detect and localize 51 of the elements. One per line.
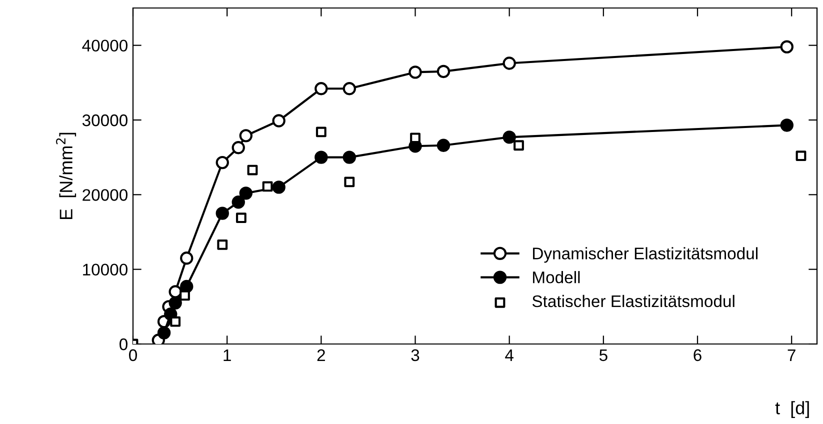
point: [180, 252, 194, 265]
point: [316, 126, 326, 138]
y-tick-label: 20000: [82, 189, 128, 201]
x-tick-label: 2: [317, 349, 325, 361]
x-tick-label: 3: [411, 349, 420, 362]
y-tick-label: 30000: [82, 114, 128, 126]
point: [232, 196, 245, 209]
point: [314, 150, 328, 164]
legend-label: Dynamischer Elastizitätsmodul: [533, 247, 758, 263]
point: [780, 40, 794, 54]
y-tick-label: 40000: [82, 40, 128, 52]
y-tick-label: 10000: [83, 264, 128, 276]
legend-label: Modell: [533, 271, 580, 284]
legend-label: Statischer Elastizitätsmodul: [532, 294, 734, 308]
point: [344, 176, 355, 188]
point: [780, 118, 794, 132]
point: [216, 206, 229, 220]
point: [262, 181, 273, 192]
point: [239, 129, 253, 142]
point: [217, 239, 228, 250]
point: [514, 140, 524, 151]
point: [247, 164, 258, 176]
x-tick-label: 5: [599, 349, 608, 362]
point: [436, 138, 450, 152]
x-tick-label: 1: [224, 349, 231, 361]
point: [342, 150, 356, 164]
point: [410, 132, 420, 144]
x-tick-label: 6: [694, 349, 702, 362]
x-axis-title: t [d]: [775, 401, 809, 418]
point: [239, 186, 253, 200]
y-axis-title: E [N/mm$^{2}$]: [56, 132, 76, 220]
point: [436, 64, 450, 78]
point: [232, 141, 245, 154]
point: [236, 212, 246, 224]
x-tick-label: 7: [788, 349, 796, 361]
point: [272, 180, 286, 194]
point: [796, 150, 806, 162]
point: [216, 156, 229, 170]
y-tick-label: 0: [120, 338, 128, 350]
point: [180, 290, 190, 301]
x-tick-label: 4: [505, 349, 514, 361]
x-tick-label: 0: [129, 349, 137, 362]
point: [272, 114, 286, 128]
point: [342, 82, 356, 96]
point: [157, 326, 171, 340]
point: [314, 82, 328, 96]
point: [408, 66, 422, 79]
point: [170, 316, 181, 327]
point: [502, 56, 516, 70]
point: [502, 130, 516, 144]
point: [168, 296, 182, 310]
